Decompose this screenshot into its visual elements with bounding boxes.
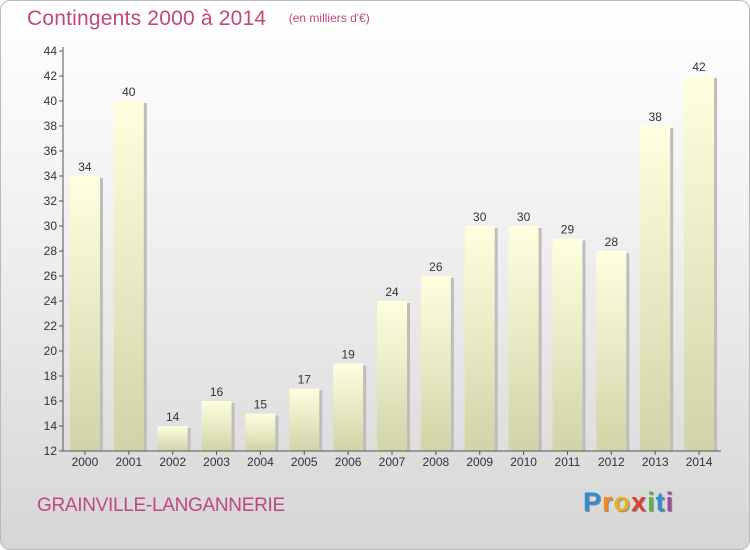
x-tick-label: 2005 xyxy=(291,455,318,469)
value-label: 16 xyxy=(210,385,224,399)
logo-letter: x xyxy=(631,487,648,517)
value-label: 30 xyxy=(473,210,487,224)
chart-title: Contingents 2000 à 2014 xyxy=(27,7,267,30)
bar-2013 xyxy=(640,126,671,451)
value-label: 28 xyxy=(605,235,619,249)
value-label: 40 xyxy=(122,85,136,99)
x-tick-label: 2012 xyxy=(598,455,625,469)
bar-2012 xyxy=(596,251,627,451)
chart-subtitle: (en milliers d'€) xyxy=(288,11,370,25)
y-tick-label: 40 xyxy=(44,94,58,108)
bar-2008 xyxy=(420,276,451,451)
proxiti-logo: Proxiti xyxy=(583,487,674,518)
x-tick-label: 2004 xyxy=(247,455,274,469)
y-tick-label: 28 xyxy=(44,244,58,258)
bar-2014 xyxy=(684,76,715,451)
logo-letter: t xyxy=(655,487,666,517)
axes-group xyxy=(59,47,721,455)
x-tick-label: 2007 xyxy=(379,455,406,469)
bar-2004 xyxy=(245,413,276,451)
x-tick-label: 2008 xyxy=(423,455,450,469)
bar-2002 xyxy=(157,426,188,451)
bar-2011 xyxy=(552,238,583,451)
bar-2005 xyxy=(289,388,320,451)
y-tick-label: 22 xyxy=(44,319,58,333)
y-tick-label: 12 xyxy=(44,444,58,458)
x-tick-label: 2003 xyxy=(203,455,230,469)
title-row: Contingents 2000 à 2014 (en milliers d'€… xyxy=(27,7,370,31)
x-tick-label: 2000 xyxy=(72,455,99,469)
y-tick-label: 16 xyxy=(44,394,58,408)
value-label: 24 xyxy=(385,285,399,299)
value-label: 15 xyxy=(254,398,268,412)
commune-name: GRAINVILLE-LANGANNERIE xyxy=(37,495,285,516)
y-tick-label: 14 xyxy=(44,419,58,433)
bar-2006 xyxy=(333,363,364,451)
bar-2003 xyxy=(201,401,232,451)
y-tick-label: 42 xyxy=(44,69,58,83)
bars-group xyxy=(69,76,718,451)
y-tick-label: 24 xyxy=(44,294,58,308)
value-label: 14 xyxy=(166,410,180,424)
value-label: 34 xyxy=(78,160,92,174)
bar-2009 xyxy=(464,226,495,451)
bar-2000 xyxy=(69,176,100,451)
value-label: 29 xyxy=(561,223,575,237)
x-tick-label: 2002 xyxy=(159,455,186,469)
value-label: 26 xyxy=(429,260,443,274)
value-label: 38 xyxy=(649,110,663,124)
x-tick-label: 2011 xyxy=(555,455,581,469)
x-tick-label: 2006 xyxy=(335,455,362,469)
y-tick-label: 18 xyxy=(44,369,58,383)
logo-letter: P xyxy=(583,487,603,517)
logo-letter: i xyxy=(647,487,656,517)
x-tick-label: 2009 xyxy=(466,455,493,469)
labels-group: 34 2000 40 2001 14 2002 16 2003 15 2004 17 2005 19 20… xyxy=(44,44,713,469)
x-tick-label: 2013 xyxy=(642,455,669,469)
bar-2001 xyxy=(113,101,144,451)
y-tick-label: 34 xyxy=(44,169,58,183)
y-tick-label: 26 xyxy=(44,269,58,283)
value-label: 19 xyxy=(341,348,355,362)
y-tick-label: 32 xyxy=(44,194,58,208)
logo-letter: i xyxy=(665,487,675,517)
bar-2010 xyxy=(508,226,539,451)
bar-2007 xyxy=(377,301,407,451)
y-tick-label: 36 xyxy=(44,144,58,158)
y-tick-label: 38 xyxy=(44,119,58,133)
value-label: 17 xyxy=(298,373,312,387)
y-tick-label: 30 xyxy=(44,219,58,233)
y-tick-label: 44 xyxy=(44,44,58,58)
x-tick-label: 2010 xyxy=(510,455,537,469)
logo-letter: r xyxy=(602,487,614,517)
value-label: 42 xyxy=(692,60,706,74)
y-tick-label: 20 xyxy=(44,344,58,358)
x-tick-label: 2001 xyxy=(115,455,142,469)
value-label: 30 xyxy=(517,210,531,224)
logo-letter: o xyxy=(613,487,632,517)
x-tick-label: 2014 xyxy=(686,455,713,469)
